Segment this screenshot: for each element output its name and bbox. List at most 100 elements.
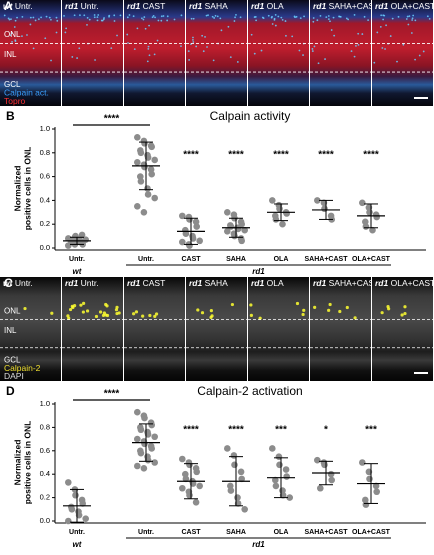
cell-dot [180,14,183,17]
cell-dot [148,313,152,318]
cell-dot [312,20,315,23]
cell-dot [113,20,116,22]
micrograph [0,277,61,381]
cell-dot [16,16,18,19]
treatment: SAHA [205,1,228,11]
cell-dot [236,61,239,63]
data-point [231,461,238,469]
cell-dot [271,23,274,25]
cell-dot [319,14,322,17]
treatment: CAST [143,278,166,288]
strip-label: rd1 SAHA [189,1,228,11]
cell-dot [192,39,194,41]
data-point [373,213,381,221]
data-point [193,223,200,230]
cell-dot [160,19,163,22]
data-point [279,220,286,228]
cell-dot [214,14,217,17]
data-point [65,517,72,525]
data-point [186,242,193,249]
cell-dot [311,50,314,52]
genotype: rd1 [189,278,203,288]
cell-dot [144,27,147,30]
cell-dot [81,310,85,314]
cell-dot [406,15,409,18]
cell-dot [227,25,230,28]
data-point [137,149,145,157]
cell-dot [127,42,129,44]
data-point [238,237,245,245]
cell-dot [9,34,12,37]
cell-dot [216,15,219,18]
significance: **** [228,150,244,161]
cell-dot [21,35,23,38]
cell-dot [414,58,416,61]
data-point [134,462,141,470]
cell-dot [126,33,129,36]
y-tick-label: 0.4 [40,195,50,204]
cell-dot [396,60,398,63]
x-tick-label: SAHA+CAST [305,256,349,263]
comparison-label: **** [104,114,120,125]
y-tick-label: 0.6 [40,172,50,181]
cell-dot [249,313,253,317]
data-point [362,223,370,230]
layer-label: INL [4,326,17,335]
significance: **** [363,150,379,161]
group-label: rd1 [252,540,265,549]
cell-dot [422,50,425,53]
data-point [366,475,373,483]
x-tick-label: OLA [274,529,289,536]
data-point [134,134,141,141]
cell-dot [180,45,182,48]
cell-dot [13,26,16,28]
group-label: rd1 [252,267,265,276]
data-point [179,212,186,220]
cell-dot [267,14,270,17]
stain-label: Topro [4,96,26,106]
y-axis-label: Normalized [12,440,22,486]
micrograph [186,0,247,106]
data-point [314,197,321,204]
strip-label: rd1 CAST [127,278,165,288]
cell-dot [147,47,150,50]
cell-dot [206,46,208,48]
genotype: rd1 [251,1,265,11]
data-point [272,476,279,484]
genotype: rd1 [65,278,79,288]
x-tick-label: Untr. [69,529,85,536]
cell-dot [361,33,364,35]
cell-dot [277,15,280,18]
cell-dot [82,301,86,305]
x-tick-label: OLA [274,256,289,263]
cell-dot [34,19,37,22]
cell-dot [299,17,302,20]
cell-dot [50,311,54,315]
strip-label: rd1 OLA [251,1,284,11]
data-point [148,445,155,452]
cell-dot [345,305,349,310]
layer-label: GCL [4,355,21,364]
cell-dot [128,14,131,16]
cell-dot [400,313,404,317]
cell-dot [134,310,139,314]
cell-dot [151,16,154,19]
cell-dot [350,50,353,53]
cell-dot [153,314,157,318]
cell-dot [66,314,70,318]
cell-dot [126,16,129,19]
cell-dot [153,53,156,56]
significance: **** [183,150,199,161]
treatment: CAST [143,1,166,11]
strip-label: rd1 Untr. [65,1,99,11]
data-point [283,210,291,217]
cell-dot [14,19,17,22]
cell-dot [201,34,204,37]
cell-dot [294,16,296,19]
layer-label: GCL [4,80,21,89]
data-point [224,445,231,452]
cell-dot [255,19,258,22]
cell-dot [141,314,145,318]
data-point [141,139,148,147]
y-axis-label: positive cells in ONL [22,421,32,505]
